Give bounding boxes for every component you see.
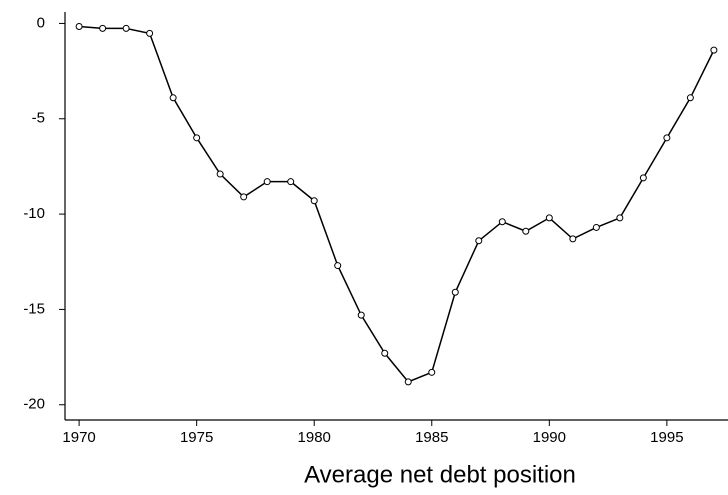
- point: [639, 174, 647, 182]
- point: [146, 29, 154, 37]
- point: [428, 368, 436, 376]
- x-tick-label: 1975: [180, 429, 213, 446]
- point: [522, 227, 530, 235]
- y-tick-label: -15: [23, 300, 45, 317]
- point: [75, 22, 83, 30]
- point: [686, 94, 694, 102]
- point: [310, 197, 318, 205]
- point: [663, 134, 671, 142]
- point: [169, 94, 177, 102]
- x-tick-label: 1995: [650, 429, 683, 446]
- point: [334, 262, 342, 270]
- point: [357, 311, 365, 319]
- point: [545, 214, 553, 222]
- point: [263, 178, 271, 186]
- y-tick-label: -5: [32, 110, 45, 127]
- line: [79, 25, 715, 383]
- point: [287, 178, 295, 186]
- point: [193, 134, 201, 142]
- point: [216, 170, 224, 178]
- x-tick-label: 1970: [62, 429, 95, 446]
- point: [710, 46, 718, 54]
- point: [451, 288, 459, 296]
- point: [240, 193, 248, 201]
- y-tick-label: -20: [23, 396, 45, 413]
- x-tick-label: 1990: [533, 429, 566, 446]
- y-tick-label: -10: [23, 205, 45, 222]
- point: [616, 214, 624, 222]
- y-tick-label: 0: [37, 14, 45, 31]
- x-tick-label: 1980: [298, 429, 331, 446]
- point: [381, 349, 389, 357]
- x-tick-label: 1985: [415, 429, 448, 446]
- x-axis-title: Average net debt position: [304, 461, 576, 488]
- point: [99, 24, 107, 32]
- point: [122, 24, 130, 32]
- point: [498, 218, 506, 226]
- point: [404, 378, 412, 386]
- point: [592, 223, 600, 231]
- point: [569, 235, 577, 243]
- point: [475, 237, 483, 245]
